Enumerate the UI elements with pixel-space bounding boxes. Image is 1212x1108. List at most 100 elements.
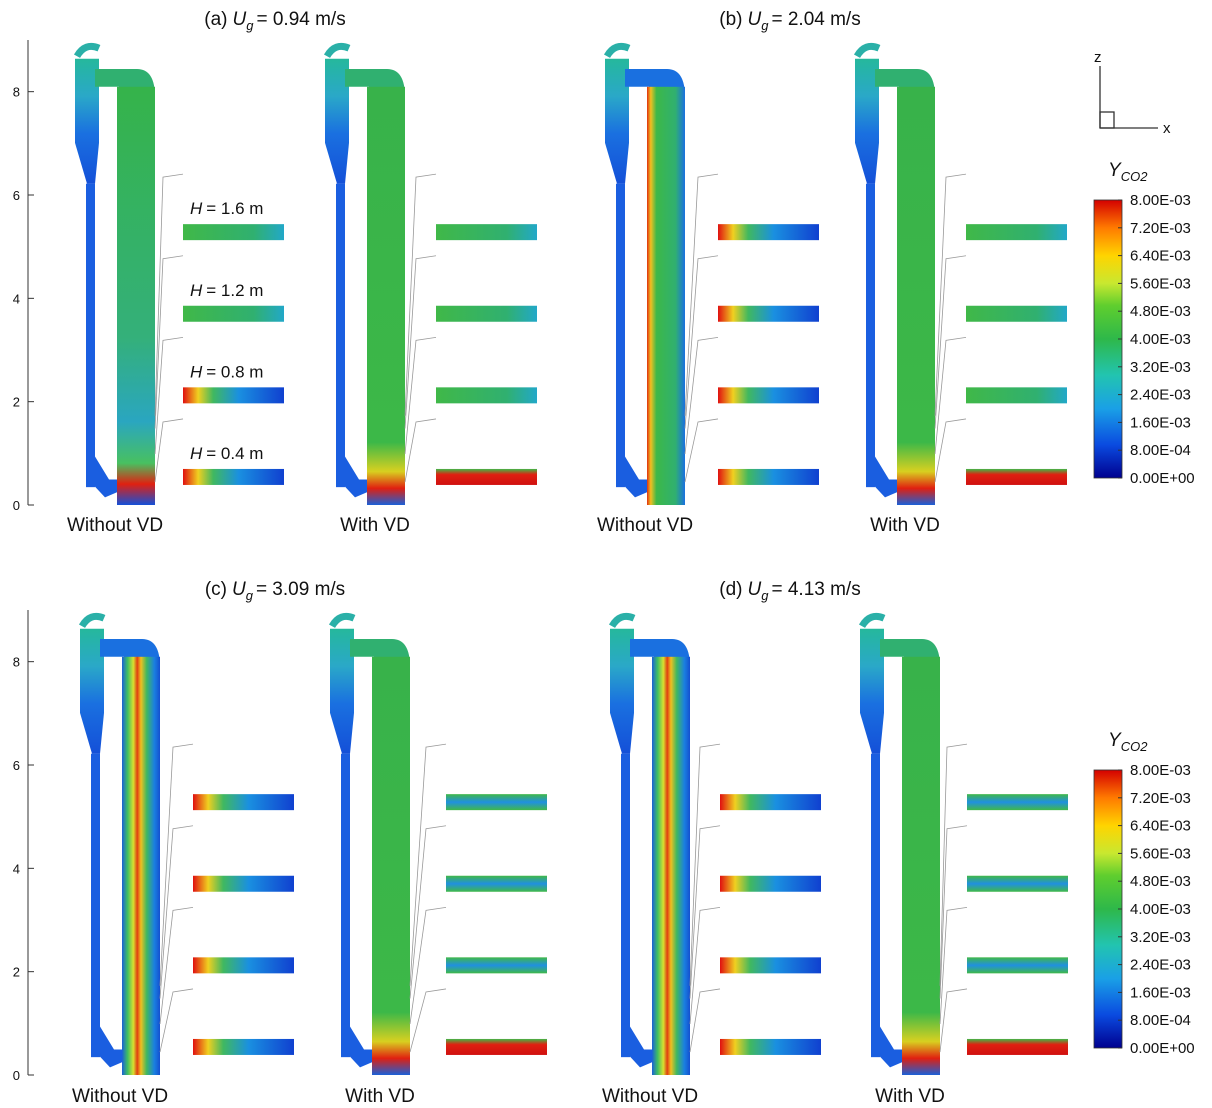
slice-symbol: H <box>190 281 203 300</box>
slice-leader <box>684 418 719 483</box>
panel-label: (a) <box>204 9 227 30</box>
slice <box>966 305 1067 322</box>
velocity-symbol: U <box>233 9 247 30</box>
reactor-p0c0 <box>73 42 155 506</box>
inlet <box>608 612 636 629</box>
colorbar-tick-label: 3.20E-03 <box>1130 929 1191 946</box>
slice <box>446 794 547 811</box>
colorbar-tick-label: 8.00E-03 <box>1130 762 1191 779</box>
velocity-symbol: U <box>748 579 762 600</box>
colorbar-tick-label: 4.00E-03 <box>1130 331 1191 348</box>
slice-leader <box>409 825 447 999</box>
colorbar-title: YCO2 <box>1108 730 1148 754</box>
colorbar-tick-label: 8.00E-03 <box>1130 192 1191 209</box>
loop-seal <box>86 456 117 498</box>
colorbar <box>1093 199 1123 479</box>
slice <box>183 387 284 404</box>
riser <box>117 86 155 506</box>
case-label: Without VD <box>597 515 693 536</box>
colorbar-tick-label: 1.60E-03 <box>1130 984 1191 1001</box>
riser-foot <box>86 476 95 488</box>
slice-leader <box>689 825 721 999</box>
case-label: With VD <box>345 1086 415 1107</box>
slice-label: H = 1.6 m <box>190 199 263 218</box>
slice-leader <box>689 988 721 1053</box>
riser <box>372 656 410 1075</box>
reactor-p2c1 <box>328 612 410 1075</box>
slice <box>966 468 1067 485</box>
panel-label: (d) <box>719 579 742 600</box>
standpipe <box>871 753 880 1050</box>
inlet <box>328 612 356 629</box>
riser-foot <box>866 476 875 488</box>
slice <box>193 1038 294 1055</box>
colorbar-tick-label: 8.00E-04 <box>1130 442 1191 459</box>
y-tick-label: 8 <box>13 85 20 100</box>
reactor-p0c1 <box>323 42 405 506</box>
velocity-value: = 4.13 m/s <box>771 579 860 600</box>
standpipe <box>86 183 95 480</box>
slice-leader <box>939 906 968 1025</box>
slice <box>436 468 537 485</box>
slice <box>720 957 821 974</box>
cyclone <box>80 628 104 754</box>
loop-seal <box>866 456 897 498</box>
loop-seal <box>871 1026 902 1068</box>
colorbar-tick-label: 7.20E-03 <box>1130 220 1191 237</box>
colorbar-tick-label: 3.20E-03 <box>1130 359 1191 376</box>
slice <box>436 305 537 322</box>
loop-seal <box>341 1026 372 1068</box>
standpipe <box>621 753 630 1050</box>
colorbar-subscript: CO2 <box>1121 169 1149 184</box>
slice <box>193 794 294 811</box>
inlet <box>603 42 631 59</box>
riser-foot <box>616 476 625 488</box>
standpipe <box>866 183 875 480</box>
slice-leader <box>939 743 968 986</box>
velocity-value: = 0.94 m/s <box>256 9 345 30</box>
loop-seal <box>621 1026 652 1068</box>
slice-leader <box>409 906 447 1025</box>
slice <box>183 468 284 485</box>
riser <box>652 656 690 1075</box>
riser-foot <box>341 1046 350 1058</box>
standpipe <box>336 183 345 480</box>
slice <box>436 224 537 241</box>
y-tick-label: 0 <box>13 498 20 513</box>
loop-seal <box>616 456 647 498</box>
inlet <box>78 612 106 629</box>
slice-leader <box>404 336 437 455</box>
velocity-value: = 2.04 m/s <box>771 9 860 30</box>
slice-leader <box>684 173 719 416</box>
slice-leader <box>154 418 184 483</box>
slice-leader <box>934 173 967 416</box>
velocity-subscript: g <box>246 18 254 33</box>
velocity-subscript: g <box>761 18 769 33</box>
standpipe <box>91 753 100 1050</box>
triad-z: z <box>1094 49 1102 66</box>
slice-leader <box>159 825 194 999</box>
velocity-symbol: U <box>232 579 246 600</box>
riser <box>122 656 160 1075</box>
colorbar-tick-label: 4.00E-03 <box>1130 901 1191 918</box>
slice <box>446 875 547 892</box>
y-tick-label: 0 <box>13 1068 20 1083</box>
slice-leader <box>934 255 967 429</box>
slice <box>718 468 819 485</box>
slice-leader <box>154 336 184 455</box>
slice <box>718 387 819 404</box>
y-tick-label: 8 <box>13 655 20 670</box>
colorbar-symbol: Y <box>1108 160 1122 181</box>
riser-foot <box>621 1046 630 1058</box>
cyclone <box>330 628 354 754</box>
slice-text: = 1.2 m <box>206 281 263 300</box>
cyclone <box>855 58 879 184</box>
colorbar-tick-label: 5.60E-03 <box>1130 845 1191 862</box>
slice-leader <box>159 988 194 1053</box>
panel-label: (c) <box>205 579 227 600</box>
colorbar-tick-label: 8.00E-04 <box>1130 1012 1191 1029</box>
triad <box>1099 66 1158 129</box>
slice-symbol: H <box>190 199 203 218</box>
slice <box>193 875 294 892</box>
